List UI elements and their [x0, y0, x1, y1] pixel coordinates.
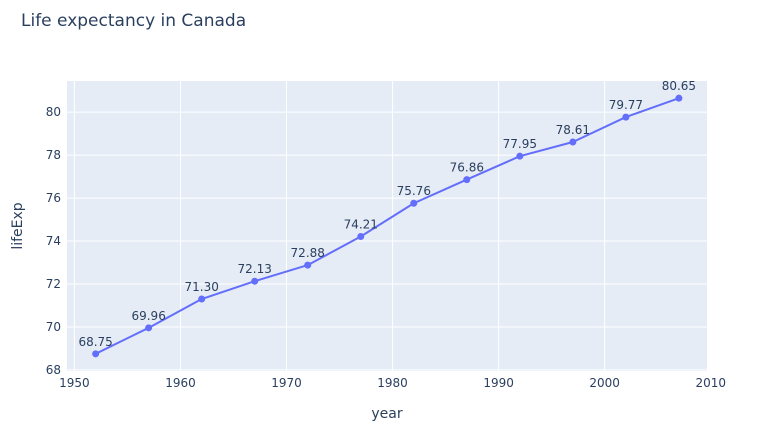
x-tick-label: 1980: [377, 376, 408, 390]
series-line: [95, 97, 680, 355]
y-tick-label: 74: [46, 234, 61, 248]
data-point: [198, 295, 206, 303]
data-point: [569, 138, 577, 146]
y-tick-label: 78: [46, 148, 61, 162]
x-tick-label: 2010: [695, 376, 726, 390]
x-axis-title: year: [371, 406, 402, 422]
data-point: [675, 94, 683, 102]
data-point: [304, 261, 312, 269]
data-labels-layer: 68.75 69.96 71.30 72.13 72.88 74.21 75.76 76.86…: [78, 79, 696, 349]
data-point: [145, 324, 153, 332]
y-tick-label: 80: [46, 105, 61, 119]
data-label: 77.95: [503, 137, 537, 151]
x-tick-label: 1970: [271, 376, 302, 390]
data-label: 71.30: [185, 280, 219, 294]
data-point: [516, 152, 524, 160]
data-label: 79.77: [609, 98, 643, 112]
data-label: 78.61: [556, 123, 590, 137]
y-tick-label: 70: [46, 320, 61, 334]
data-point: [622, 113, 630, 121]
y-tick-label: 72: [46, 277, 61, 291]
x-tick-label: 2000: [589, 376, 620, 390]
x-tick-label: 1950: [59, 376, 90, 390]
data-point: [410, 199, 418, 207]
x-axis-ticks: 1950 1960 1970 1980 1990 2000 2010: [59, 376, 726, 390]
data-point: [463, 176, 471, 184]
data-point: [92, 350, 100, 358]
y-tick-label: 68: [46, 363, 61, 377]
data-label: 68.75: [78, 335, 112, 349]
x-tick-label: 1990: [483, 376, 514, 390]
data-label: 74.21: [344, 218, 378, 232]
data-label: 72.88: [291, 246, 325, 260]
y-axis-title: lifeExp: [10, 202, 26, 249]
data-label: 80.65: [662, 79, 696, 93]
data-point: [357, 233, 365, 241]
data-label: 76.86: [450, 161, 484, 175]
points-layer: [92, 94, 683, 358]
data-label: 69.96: [131, 309, 165, 323]
series-layer: [95, 97, 680, 355]
x-tick-label: 1960: [165, 376, 196, 390]
y-axis-ticks: 68 70 72 74 76 78 80: [46, 105, 61, 377]
chart-title: Life expectancy in Canada: [21, 11, 246, 31]
data-label: 72.13: [238, 262, 272, 276]
y-tick-label: 76: [46, 191, 61, 205]
data-point: [251, 277, 259, 285]
data-label: 75.76: [397, 184, 431, 198]
grid-layer: [67, 81, 712, 371]
